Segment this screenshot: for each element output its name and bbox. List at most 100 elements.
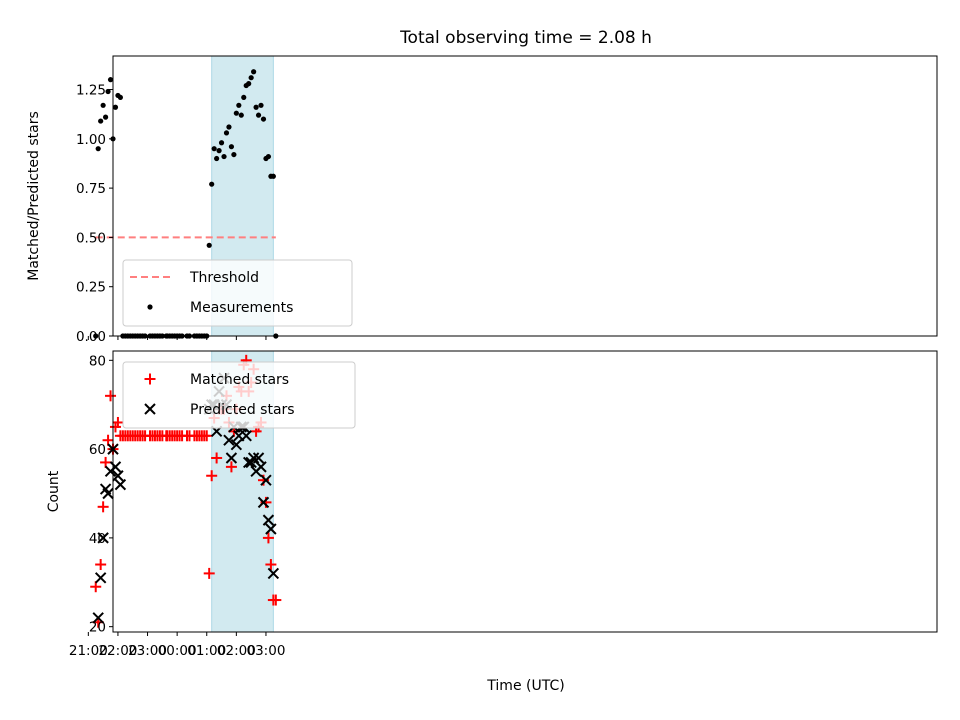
predicted-star-point-b <box>225 452 238 464</box>
count-frame <box>112 350 938 633</box>
count-legend-box <box>122 361 356 429</box>
ratio-y-tick-label: 0.50 <box>76 230 106 246</box>
ratio-frame <box>112 55 938 337</box>
predicted-star-point <box>265 523 277 535</box>
measurement-point <box>255 112 262 118</box>
predicted-star-point-b <box>257 496 270 509</box>
measurement-point <box>100 102 106 108</box>
measurement-point <box>117 94 124 101</box>
ratio-legend: Threshold Measurements <box>122 259 353 327</box>
measurement-point <box>228 144 235 150</box>
predicted-star-point-b <box>240 430 252 442</box>
predicted-star-point <box>112 470 124 482</box>
x-tick-label: 21:00 <box>69 643 108 659</box>
matched-star-point <box>102 434 114 446</box>
count-y-tick-label: 20 <box>89 620 106 636</box>
ratio-legend-box <box>122 259 353 327</box>
matched-star-point <box>112 416 124 428</box>
count-y-axis-label: Count <box>46 470 62 512</box>
measurement-point <box>209 181 215 187</box>
measurement-point <box>241 94 247 101</box>
measurement-point <box>236 102 242 108</box>
measurement-point <box>95 146 101 152</box>
matched-star-point <box>105 390 117 402</box>
ratio-y-tick-label: 0.00 <box>76 329 106 345</box>
legend-predicted-swatch <box>144 403 156 415</box>
ratio-legend-label: Threshold <box>189 270 259 286</box>
count-panel: 20 40 60 80 21:0022:0023:0000:0001:0002:000… <box>46 350 938 659</box>
predicted-star-point-b <box>267 567 280 580</box>
x-tick-label: 02:00 <box>217 643 256 659</box>
matched-star-point <box>265 559 277 571</box>
measurement-point <box>105 88 111 95</box>
matched-star-point <box>95 559 107 571</box>
predicted-star-point <box>97 532 109 544</box>
predicted-star-point-b <box>252 452 265 464</box>
x-tick-label: 01:00 <box>187 643 226 659</box>
predicted-star-point-b <box>109 461 122 473</box>
predicted-star-point <box>223 434 235 446</box>
measurement-point <box>246 81 252 87</box>
ratio-legend-label: Measurements <box>190 300 293 316</box>
measurement-point <box>260 116 267 122</box>
predicted-star-point-b <box>97 532 109 544</box>
measurement-point <box>253 104 259 110</box>
predicted-star-point <box>230 438 243 451</box>
ratio-y-tick-label: 0.25 <box>76 280 106 296</box>
legend-predicted-swatch-b <box>144 403 156 415</box>
predicted-star-point <box>257 496 270 509</box>
x-tick-label: 23:00 <box>128 643 167 659</box>
measurement-point <box>238 112 244 118</box>
count-y-tick-label: 40 <box>89 531 106 547</box>
ratio-y-tick-label: 1.25 <box>76 83 106 99</box>
matched-star-point <box>262 532 274 544</box>
x-tick-label: 22:00 <box>98 643 137 659</box>
predicted-star-point-b <box>114 478 127 491</box>
count-legend-label: Predicted stars <box>190 402 295 418</box>
measurement-point <box>218 140 225 146</box>
ratio-panel: 0.00 0.25 0.50 0.75 1.00 1.25 Matched/Predict… <box>26 55 938 345</box>
measurement-point <box>211 146 217 152</box>
matched-star-point <box>97 501 109 513</box>
ratio-y-tick-label: 0.75 <box>76 181 106 197</box>
legend-matched-swatch <box>144 373 156 385</box>
x-tick-label: 03:00 <box>247 643 286 659</box>
x-tick-label: 00:00 <box>158 643 197 659</box>
predicted-star-point-b <box>102 487 114 500</box>
measurement-point <box>107 77 114 83</box>
matched-star-point <box>90 581 102 593</box>
measurement-point <box>112 104 119 110</box>
measurement-point <box>270 173 276 179</box>
measurement-point <box>231 151 237 158</box>
measurement-point <box>223 130 230 136</box>
count-y-axis: 20 40 60 80 <box>89 353 113 636</box>
predicted-star-point <box>260 474 272 486</box>
measurement-point <box>258 102 264 108</box>
predicted-star-point-b <box>260 474 272 486</box>
predicted-star-point <box>247 452 260 464</box>
predicted-star-point <box>267 567 280 580</box>
predicted-star-point <box>102 487 114 500</box>
predicted-star-point <box>114 478 127 491</box>
ratio-y-axis: 0.00 0.25 0.50 0.75 1.00 1.25 <box>76 83 113 345</box>
predicted-star-point <box>262 514 275 526</box>
ratio-marks <box>93 69 279 339</box>
predicted-star-point <box>92 612 104 624</box>
x-axis-label: Time (UTC) <box>486 678 564 694</box>
predicted-star-point-b <box>94 572 107 584</box>
ratio-y-axis-label: Matched/Predicted stars <box>26 111 42 281</box>
predicted-star-point-b <box>99 483 112 495</box>
predicted-star-point-b <box>247 452 260 464</box>
measurement-point <box>216 148 222 154</box>
count-y-tick-label: 60 <box>89 442 106 458</box>
matched-star-point <box>100 456 112 468</box>
measurement-point <box>98 118 104 124</box>
predicted-star-point <box>252 452 265 464</box>
matched-star-point <box>270 594 282 606</box>
measurement-point <box>233 110 239 116</box>
predicted-star-point-b <box>265 523 277 535</box>
measurement-point <box>226 124 232 130</box>
ratio-x-ticks <box>87 336 267 340</box>
